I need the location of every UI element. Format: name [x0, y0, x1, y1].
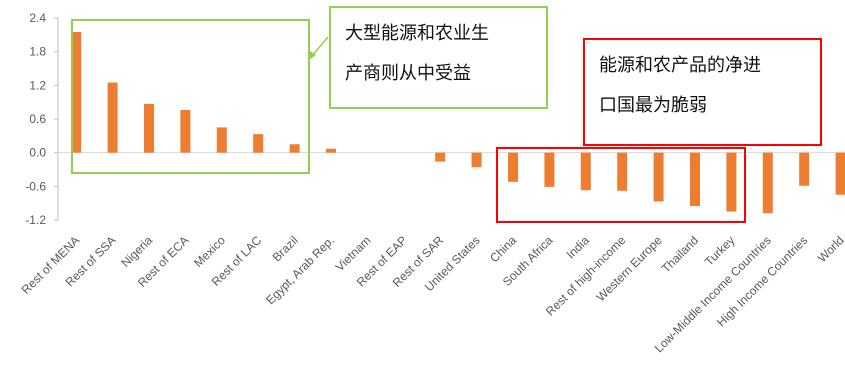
bar	[107, 82, 118, 153]
bar	[690, 152, 700, 206]
callout-green: 大型能源和农业生 产商则从中受益	[329, 6, 548, 109]
y-tick-label: 0.0	[29, 146, 46, 160]
y-tick-label: -0.6	[25, 179, 46, 193]
y-tick-label: 2.4	[29, 11, 46, 25]
bar	[799, 152, 810, 186]
bar	[617, 152, 628, 191]
y-axis: 2.4 1.8 1.2 0.6 0.0 -0.6 -1.2	[25, 11, 845, 227]
y-tick-label: -1.2	[25, 213, 46, 227]
callout-red: 能源和农产品的净进 口国最为脆弱	[583, 38, 822, 146]
category-label: Brazil	[270, 233, 301, 264]
bar	[435, 152, 446, 162]
bar	[653, 152, 664, 202]
category-label: Western Europe	[594, 233, 665, 304]
bar	[144, 103, 154, 153]
category-label: China	[487, 233, 519, 265]
category-label: Egypt, Arab Rep.	[263, 233, 337, 307]
callout-green-line-1: 大型能源和农业生	[345, 23, 489, 44]
arrow-head-icon	[309, 51, 316, 60]
bar	[544, 152, 555, 187]
bar	[180, 110, 191, 153]
bar	[835, 152, 845, 195]
bar	[471, 152, 482, 168]
callout-red-line-2: 口国最为脆弱	[599, 95, 707, 116]
category-label: India	[564, 233, 593, 262]
bar	[71, 32, 82, 153]
bar	[580, 152, 591, 191]
y-tick-label: 1.2	[29, 78, 46, 92]
callout-green-line-2: 产商则从中受益	[345, 63, 471, 84]
highlight-box-green	[71, 19, 310, 174]
bars	[71, 32, 845, 214]
bar	[508, 152, 518, 182]
bar	[762, 152, 773, 214]
bar	[289, 144, 300, 153]
y-tick-label: 1.8	[29, 45, 46, 59]
bar	[726, 152, 737, 212]
category-label: Turkey	[702, 233, 738, 269]
category-label: World	[815, 233, 845, 265]
highlight-box-red	[496, 147, 746, 223]
bar	[326, 148, 336, 153]
bar	[253, 134, 264, 153]
callout-arrow	[311, 36, 329, 57]
callout-red-line-1: 能源和农产品的净进	[599, 55, 761, 76]
y-tick-label: 0.6	[29, 112, 46, 126]
bar	[216, 127, 227, 153]
category-label: Thailand	[659, 233, 701, 275]
